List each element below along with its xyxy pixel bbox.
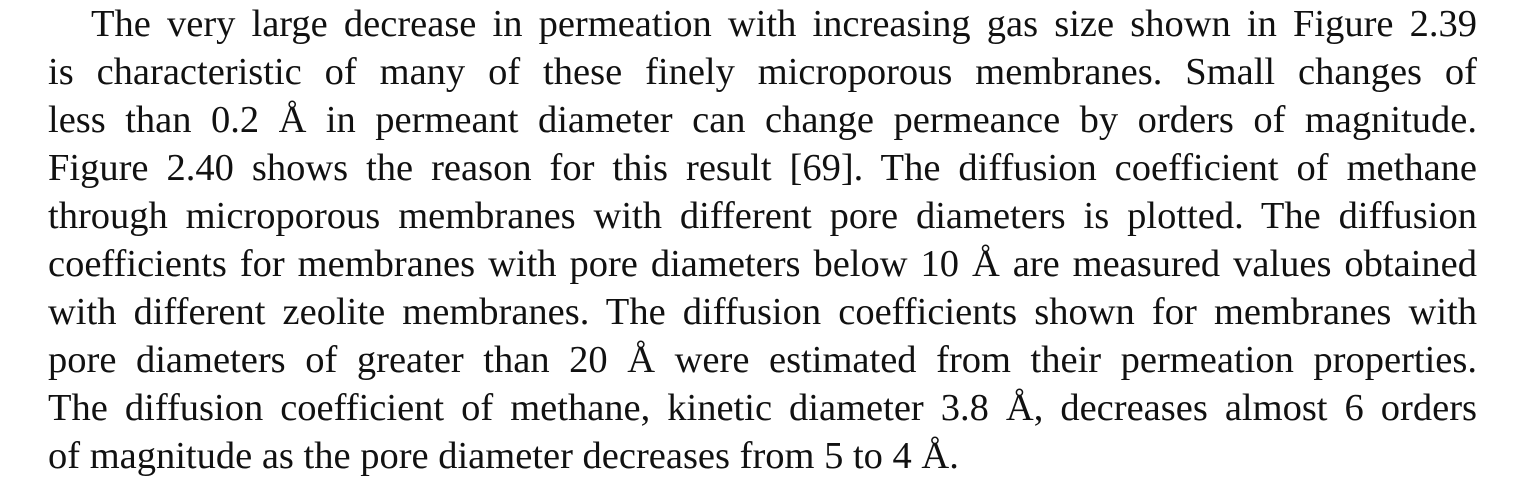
paragraph-line-1: The very large decrease in permeation wi… (91, 3, 1477, 45)
paragraph-line-5: through microporous membranes with diffe… (48, 195, 1477, 237)
paragraph-line-4: Figure 2.40 shows the reason for this re… (48, 147, 1477, 189)
paragraph-line-10: of magnitude as the pore diameter decrea… (48, 435, 959, 477)
paragraph-line-8: pore diameters of greater than 20 Å were… (48, 339, 1477, 381)
paragraph-line-6: coefficients for membranes with pore dia… (48, 243, 1477, 285)
paragraph-line-3: less than 0.2 Å in permeant diameter can… (48, 99, 1477, 141)
paragraph-line-9: The diffusion coefficient of methane, ki… (48, 387, 1477, 429)
paragraph-line-2: is characteristic of many of these finel… (48, 51, 1477, 93)
body-paragraph: The very large decrease in permeation wi… (48, 0, 1477, 480)
paragraph-line-7: with different zeolite membranes. The di… (48, 291, 1477, 333)
